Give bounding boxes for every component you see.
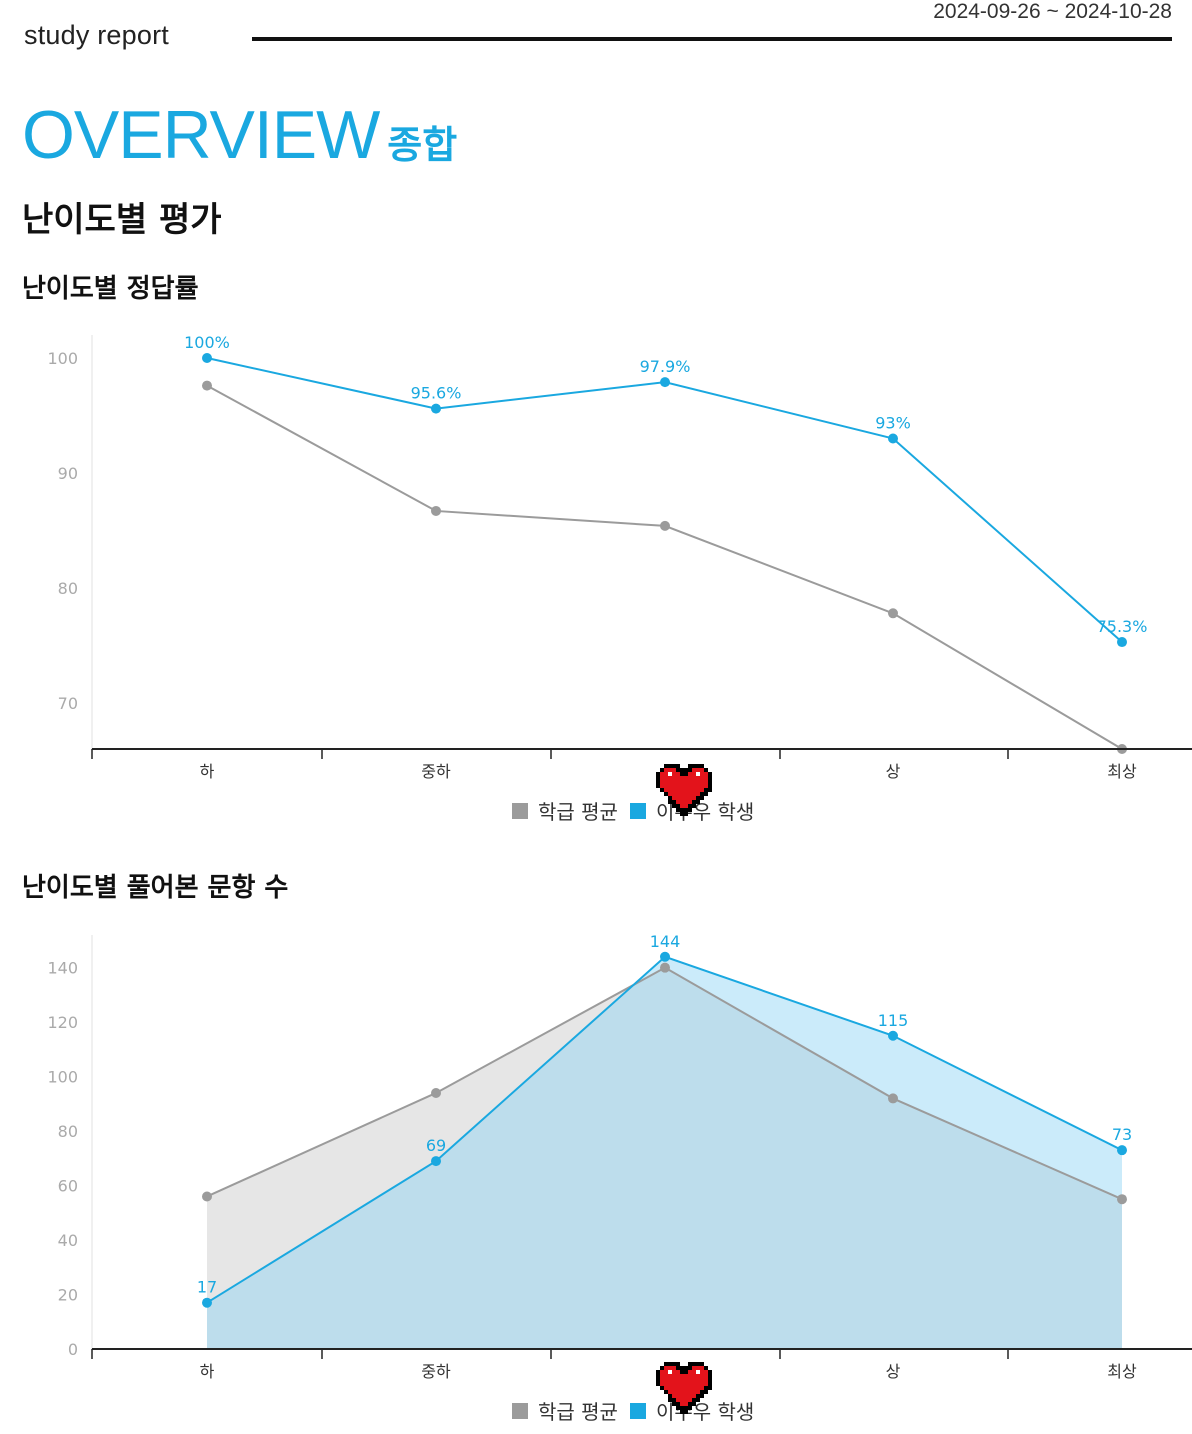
report-label: study report <box>24 20 169 50</box>
data-point <box>202 1191 212 1202</box>
legend-swatch <box>512 802 528 819</box>
legend-item-student: 이수우 학생 <box>629 796 754 825</box>
legend-swatch <box>629 1402 646 1419</box>
series-line-class-average <box>206 384 1123 750</box>
data-label: 95.6% <box>411 384 462 403</box>
data-point <box>1117 637 1127 648</box>
y-tick-label: 60 <box>58 1177 78 1196</box>
data-label: 97.9% <box>640 357 691 376</box>
accuracy-chart-title: 난이도별 정답률 <box>22 274 199 304</box>
y-tick-label: 80 <box>58 579 78 598</box>
x-tick-label: 중하 <box>421 762 451 781</box>
y-tick-label: 100 <box>47 349 78 368</box>
data-point <box>660 520 670 531</box>
x-tick-label: 상 <box>886 762 901 781</box>
x-tick-label: 하 <box>200 762 215 781</box>
data-point <box>431 403 441 414</box>
x-tick-label: 중하 <box>421 1362 451 1381</box>
y-tick-label: 0 <box>68 1340 78 1359</box>
y-tick-label: 70 <box>58 694 78 713</box>
attempts-legend: 학급 평균 이수우 학생 <box>512 1396 766 1425</box>
legend-item-class-average: 학급 평균 <box>512 796 618 825</box>
data-point <box>202 1297 212 1308</box>
data-label: 93% <box>875 414 911 433</box>
data-label: 100% <box>184 333 230 352</box>
attempts-by-difficulty-chart: 0 20 40 60 80 100 120 140 17 69 144 115 73 하 중하 상 최상 <box>47 932 1192 1381</box>
heart-sticker-icon <box>656 764 712 816</box>
section-title: 난이도별 평가 <box>22 200 222 240</box>
accuracy-legend: 학급 평균 이수우 학생 <box>512 796 766 825</box>
date-range: 2024-09-26 ~ 2024-10-28 <box>933 0 1172 23</box>
data-point <box>202 353 212 363</box>
legend-swatch <box>512 1402 528 1419</box>
data-label: 115 <box>878 1011 909 1030</box>
data-point <box>431 1087 441 1098</box>
y-tick-label: 120 <box>47 1013 78 1032</box>
legend-swatch <box>629 802 646 819</box>
x-tick-label: 상 <box>886 1362 901 1381</box>
y-tick-label: 20 <box>58 1286 78 1305</box>
header-divider <box>252 37 1172 41</box>
data-label: 144 <box>650 932 681 951</box>
y-tick-label: 100 <box>47 1068 78 1087</box>
area-fill-class-average <box>207 967 1122 1349</box>
x-tick-label: 하 <box>200 1362 215 1381</box>
data-point <box>888 433 898 444</box>
data-label: 73 <box>1112 1125 1132 1144</box>
data-point <box>888 608 898 619</box>
x-tick-label: 최상 <box>1107 1362 1137 1381</box>
area-fill-student <box>207 956 1122 1349</box>
legend-item-class-average: 학급 평균 <box>512 1396 618 1425</box>
data-point <box>202 380 212 391</box>
attempts-chart-title: 난이도별 풀어본 문항 수 <box>22 873 289 903</box>
data-label: 75.3% <box>1097 617 1148 636</box>
data-label: 17 <box>197 1278 217 1297</box>
y-tick-label: 40 <box>58 1231 78 1250</box>
data-point <box>888 1093 898 1104</box>
data-point <box>431 1156 441 1167</box>
accuracy-by-difficulty-chart: 70 80 90 100 100% 95.6% 97.9% 93% 75.3% 하 중하 상 최상 <box>47 333 1192 781</box>
data-point <box>1117 1145 1127 1156</box>
overview-title: OVERVIEW <box>22 97 380 173</box>
x-tick-label: 최상 <box>1107 762 1137 781</box>
y-tick-label: 80 <box>58 1122 78 1141</box>
y-tick-label: 140 <box>47 959 78 978</box>
series-line-student <box>206 357 1123 643</box>
data-point <box>660 377 670 388</box>
overview-subtitle: 종합 <box>387 123 458 167</box>
data-point <box>660 962 670 973</box>
data-point <box>1117 1194 1127 1205</box>
legend-label: 학급 평균 <box>538 1400 618 1424</box>
legend-label: 학급 평균 <box>538 800 618 824</box>
y-tick-label: 90 <box>58 464 78 483</box>
heart-sticker-icon <box>656 1362 712 1414</box>
data-point <box>888 1030 898 1041</box>
data-point <box>660 951 670 962</box>
data-point <box>431 505 441 516</box>
overview-heading: OVERVIEW 종합 <box>22 96 457 174</box>
data-label: 69 <box>426 1136 446 1155</box>
